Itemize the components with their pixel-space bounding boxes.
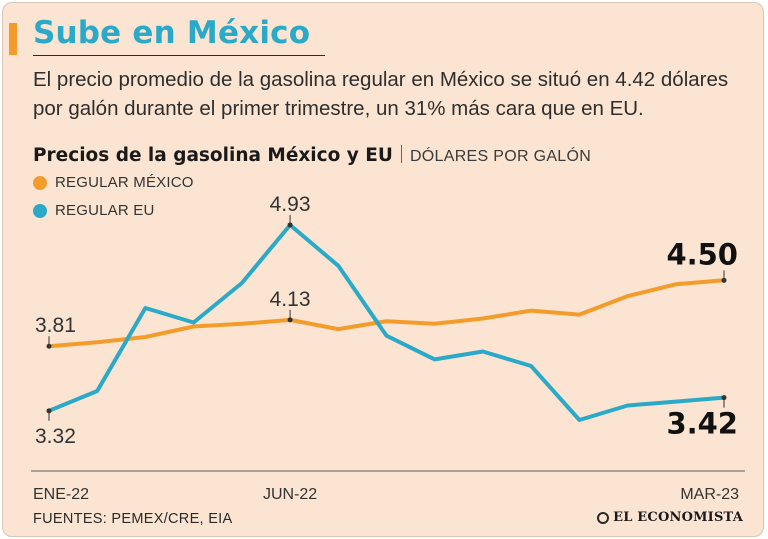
legend-dot-eu	[33, 203, 47, 218]
source-note: FUENTES: PEMEX/CRE, EIA	[33, 511, 233, 527]
headline-underline	[33, 55, 325, 56]
chart-title: Precios de la gasolina México y EU	[33, 145, 393, 166]
title-separator	[400, 145, 402, 163]
data-label: 4.93	[270, 193, 311, 216]
line-chart: 3.81 4.13 4.50 3.32 4.93 3.42 ENE-22 JUN-22 MAR-…	[31, 193, 745, 503]
chart-unit: DÓLARES POR GALÓN	[409, 148, 592, 165]
brand: EL ECONOMISTA	[597, 510, 743, 525]
legend-item-eu: REGULAR EU	[33, 202, 155, 219]
chart-title-row: Precios de la gasolina México y EU DÓLARE…	[33, 145, 591, 166]
brand-logo-icon	[597, 511, 610, 524]
legend-item-mexico: REGULAR MÉXICO	[33, 174, 194, 191]
legend-label-eu: REGULAR EU	[55, 202, 155, 219]
legend-dot-mexico	[33, 175, 47, 190]
x-tick-label: JUN-22	[263, 486, 317, 503]
data-label: 3.32	[35, 425, 76, 448]
summary-text: El precio promedio de la gasolina regula…	[33, 68, 729, 120]
x-tick-label: MAR-23	[680, 486, 739, 503]
legend-label-mexico: REGULAR MÉXICO	[55, 174, 194, 191]
x-tick-label: ENE-22	[33, 486, 89, 503]
data-label: 3.81	[35, 314, 76, 337]
series-line-eu	[47, 223, 726, 422]
data-label: 4.13	[270, 288, 311, 311]
accent-bar	[9, 23, 17, 55]
data-label: 4.50	[666, 237, 738, 271]
series-line-mexico	[47, 278, 726, 349]
headline: Sube en México	[33, 15, 311, 51]
data-label: 3.42	[666, 407, 738, 441]
brand-name: EL ECONOMISTA	[613, 510, 743, 525]
